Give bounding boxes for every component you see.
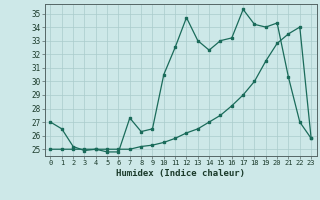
- X-axis label: Humidex (Indice chaleur): Humidex (Indice chaleur): [116, 169, 245, 178]
